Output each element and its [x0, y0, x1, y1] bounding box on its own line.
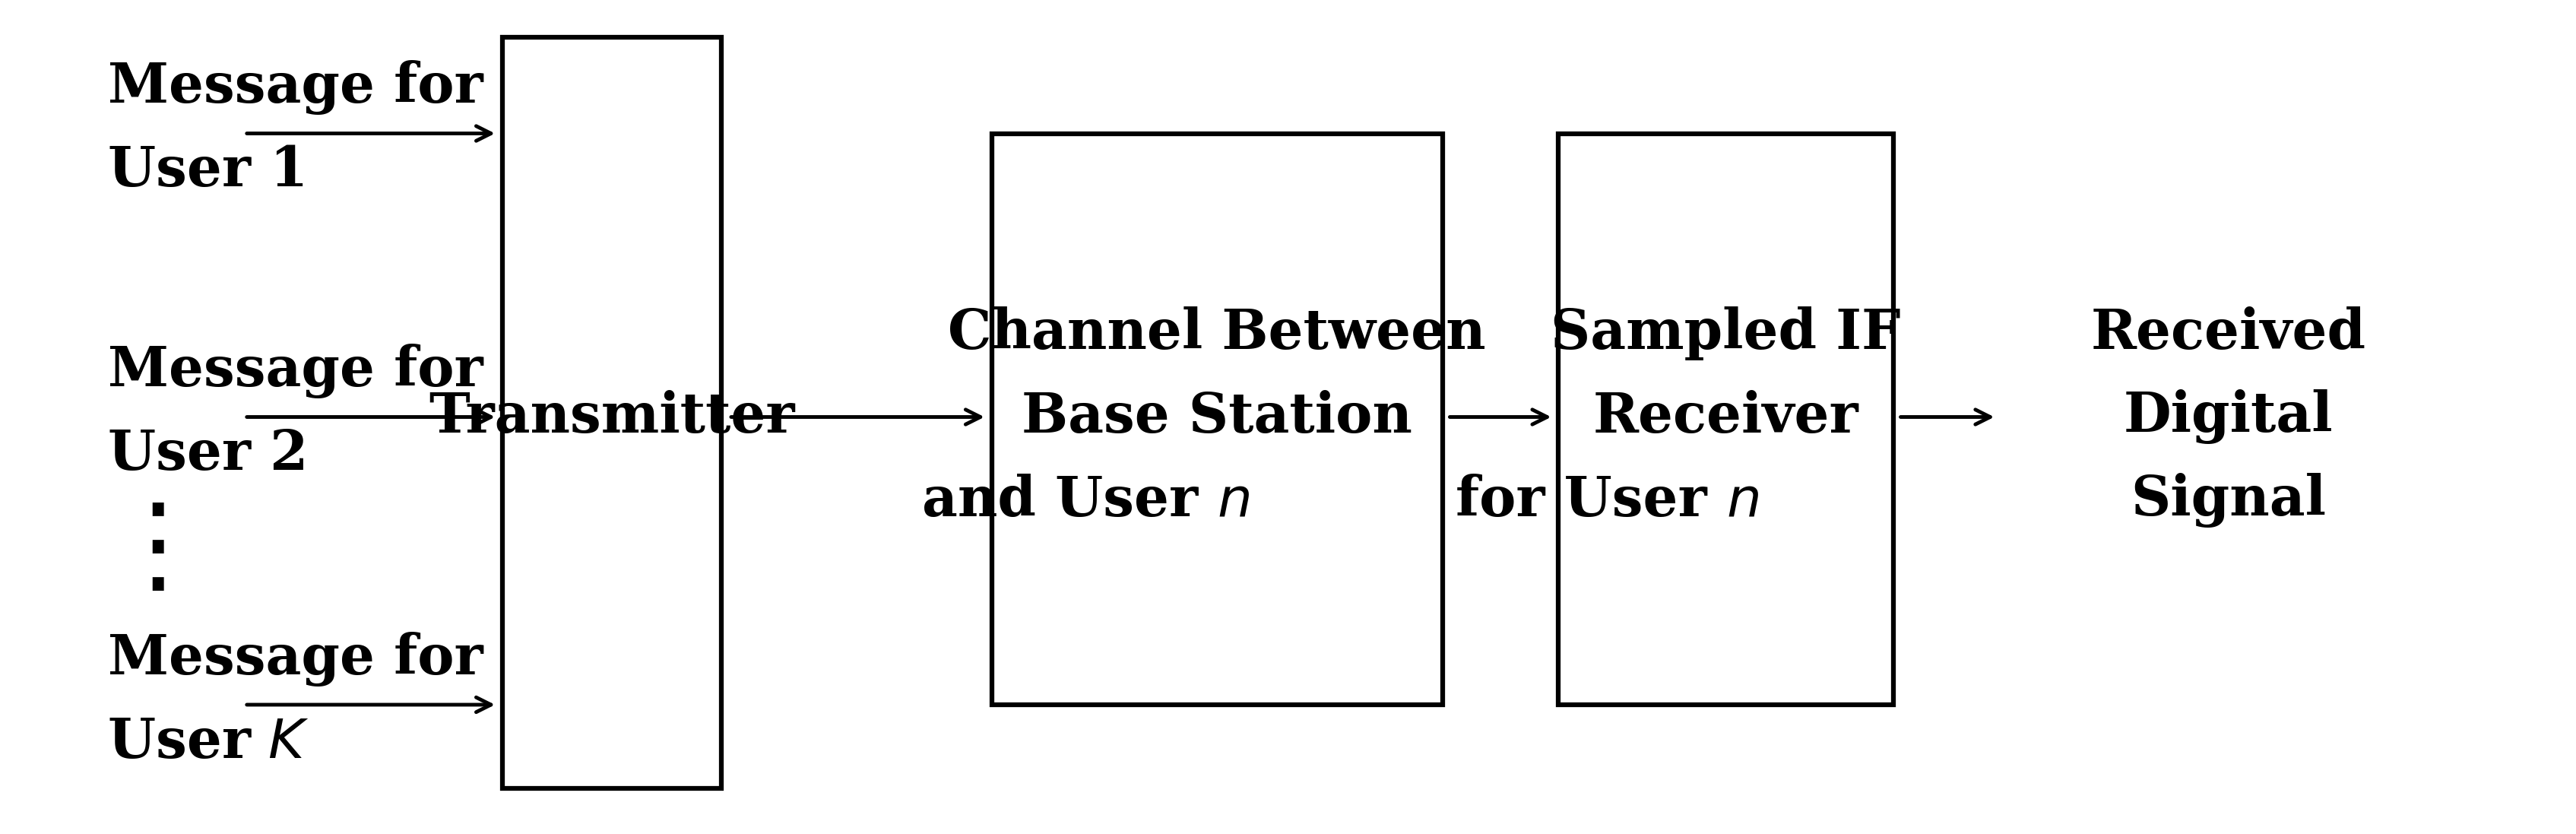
- Text: Base Station: Base Station: [1023, 390, 1412, 444]
- Text: User 2: User 2: [108, 428, 309, 481]
- Text: Channel Between: Channel Between: [948, 307, 1486, 360]
- Text: $K$: $K$: [268, 716, 309, 769]
- Text: $n$: $n$: [1216, 474, 1249, 527]
- Text: Transmitter: Transmitter: [428, 390, 796, 444]
- Text: Message for: Message for: [108, 60, 484, 115]
- Text: Sampled IF: Sampled IF: [1551, 307, 1901, 360]
- Bar: [992, 133, 1443, 705]
- Text: $n$: $n$: [1726, 474, 1759, 527]
- Bar: [502, 38, 721, 788]
- Text: $\vdots$: $\vdots$: [103, 498, 165, 603]
- Text: Message for: Message for: [108, 631, 484, 686]
- Bar: [1558, 133, 1893, 705]
- Text: Signal: Signal: [2130, 473, 2326, 528]
- Text: for User: for User: [1455, 474, 1726, 527]
- Text: and User: and User: [922, 474, 1216, 527]
- Text: User 1: User 1: [108, 144, 309, 198]
- Text: User: User: [108, 716, 270, 769]
- Text: Receiver: Receiver: [1592, 390, 1860, 444]
- Text: Received: Received: [2092, 307, 2365, 360]
- Text: Message for: Message for: [108, 344, 484, 399]
- Text: Digital: Digital: [2123, 389, 2334, 445]
